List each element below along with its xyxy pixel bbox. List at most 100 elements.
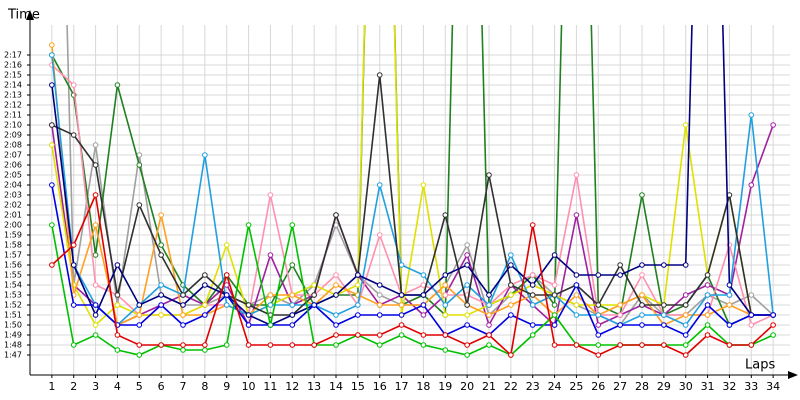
- lap-marker: [180, 312, 186, 318]
- lap-marker: [682, 122, 689, 128]
- y-tick-label: 1:52: [4, 301, 22, 310]
- y-tick-label: 2:09: [4, 131, 22, 140]
- lap-marker: [464, 242, 470, 248]
- lap-marker: [333, 342, 339, 348]
- lap-marker: [704, 322, 711, 328]
- lap-marker: [529, 332, 536, 338]
- lap-marker: [49, 222, 55, 228]
- x-tick-label: 26: [591, 380, 605, 393]
- lap-marker: [748, 342, 755, 348]
- y-tick-label: 1:50: [4, 321, 22, 330]
- lap-marker: [158, 212, 164, 218]
- series-line: [51, 192, 774, 357]
- lap-marker: [595, 312, 602, 318]
- y-tick-label: 1:56: [4, 261, 22, 270]
- y-tick-label: 1:55: [4, 271, 22, 280]
- lap-marker: [704, 292, 711, 298]
- lap-marker: [573, 272, 580, 278]
- lap-marker: [158, 242, 164, 248]
- series-line: [51, 54, 774, 327]
- lap-marker: [573, 292, 580, 298]
- lap-marker: [748, 322, 755, 328]
- lap-marker: [202, 347, 208, 353]
- lap-marker: [376, 312, 383, 318]
- lap-marker: [551, 252, 558, 258]
- lap-marker: [289, 322, 296, 328]
- lap-marker: [180, 292, 186, 298]
- lap-marker: [420, 332, 427, 338]
- lap-marker: [333, 292, 339, 298]
- y-tick-label: 1:47: [4, 351, 22, 360]
- lap-marker: [595, 302, 602, 308]
- x-tick-label: 6: [158, 380, 165, 393]
- lap-marker: [180, 322, 186, 328]
- lap-marker: [158, 342, 164, 348]
- y-tick-label: 2:12: [4, 101, 22, 110]
- lap-marker: [529, 292, 536, 298]
- x-tick-label: 9: [223, 380, 230, 393]
- lap-marker: [682, 292, 689, 298]
- y-tick-label: 2:03: [4, 191, 22, 200]
- lap-marker: [223, 292, 230, 298]
- lap-marker: [70, 82, 77, 88]
- y-tick-label: 2:04: [4, 181, 22, 190]
- y-tick-label: 2:11: [4, 111, 22, 120]
- x-tick-label: 20: [460, 380, 474, 393]
- lap-marker: [704, 272, 711, 278]
- lap-marker: [202, 152, 208, 158]
- x-tick-label: 22: [504, 380, 518, 393]
- lap-marker: [704, 282, 711, 288]
- lap-marker: [202, 342, 208, 348]
- lap-marker: [770, 332, 776, 338]
- lap-marker: [639, 192, 645, 198]
- lap-marker: [682, 312, 689, 318]
- lap-marker: [202, 312, 208, 318]
- lap-marker: [639, 272, 645, 278]
- x-tick-label: 18: [416, 380, 430, 393]
- lap-marker: [92, 162, 99, 168]
- lap-marker: [661, 322, 667, 328]
- lap-marker: [529, 322, 536, 328]
- lap-marker: [223, 272, 230, 278]
- lap-marker: [508, 292, 514, 298]
- x-tick-label: 14: [329, 380, 343, 393]
- lap-marker: [573, 282, 580, 288]
- y-tick-label: 2:08: [4, 141, 22, 150]
- y-tick-label: 1:54: [4, 281, 22, 290]
- lap-marker: [573, 172, 580, 178]
- lap-marker: [704, 302, 711, 308]
- y-tick-label: 2:06: [4, 161, 22, 170]
- lap-marker: [486, 342, 492, 348]
- lap-marker: [508, 302, 514, 308]
- x-tick-label: 15: [351, 380, 365, 393]
- lap-marker: [661, 312, 667, 318]
- x-tick-label: 5: [136, 380, 143, 393]
- lap-marker: [267, 322, 274, 328]
- lap-marker: [114, 302, 121, 308]
- lap-marker: [508, 352, 514, 358]
- lap-marker: [464, 312, 470, 318]
- lap-marker: [661, 342, 667, 348]
- lap-marker: [376, 342, 383, 348]
- lap-marker: [529, 272, 536, 278]
- lap-marker: [595, 352, 602, 358]
- lap-marker: [486, 172, 492, 178]
- lap-marker: [114, 292, 121, 298]
- lap-marker: [639, 322, 645, 328]
- lap-marker: [49, 52, 55, 58]
- lap-marker: [158, 312, 164, 318]
- lap-marker: [420, 292, 427, 298]
- lap-marker: [551, 342, 558, 348]
- lap-marker: [464, 352, 470, 358]
- lap-marker: [551, 322, 558, 328]
- lap-marker: [726, 322, 733, 328]
- lap-marker: [49, 262, 55, 268]
- lap-marker: [311, 342, 317, 348]
- lap-marker: [136, 202, 143, 208]
- lap-marker: [595, 272, 602, 278]
- lap-marker: [442, 212, 449, 218]
- x-tick-label: 28: [635, 380, 649, 393]
- lap-marker: [639, 292, 645, 298]
- series-line: [51, 25, 774, 326]
- lap-marker: [726, 342, 733, 348]
